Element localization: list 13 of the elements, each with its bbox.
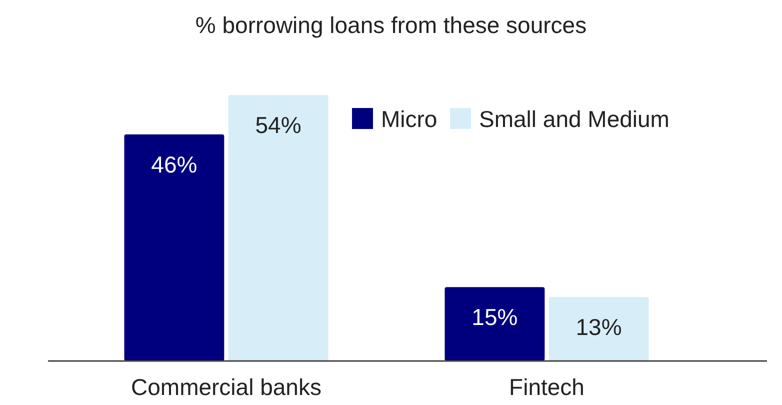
bar [548,296,649,361]
bar [444,287,545,361]
x-tick-label: Fintech [509,374,584,400]
x-tick-label: Commercial banks [131,374,322,400]
chart-title: % borrowing loans from these sources [195,12,587,38]
data-label: 54% [255,112,302,138]
data-label: 46% [151,151,198,178]
bar [228,95,328,361]
legend-label: Small and Medium [479,106,670,132]
data-label: 15% [472,304,518,330]
bar [124,134,224,361]
legend-label: Micro [381,106,438,132]
data-label: 13% [576,314,622,340]
